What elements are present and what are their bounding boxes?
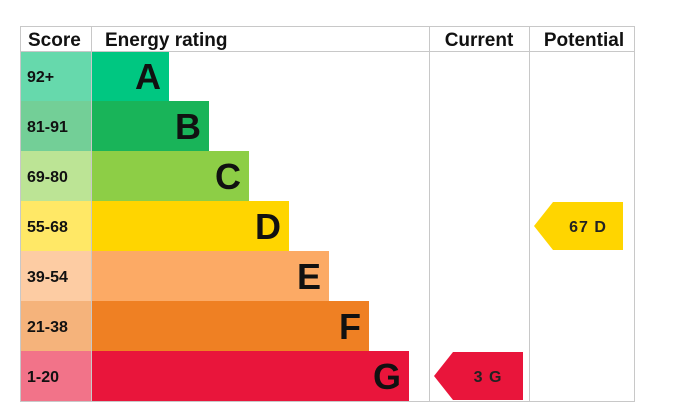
score-cell-b: [20, 101, 91, 151]
score-label-f: 21-38: [27, 319, 68, 336]
current-rating-arrow: [434, 352, 523, 400]
score-label-b: 81-91: [27, 119, 68, 136]
score-cell-d: [20, 201, 91, 251]
band-letter-g: G: [373, 356, 401, 397]
current-rating-label: 3 G: [474, 369, 503, 386]
score-label-a: 92+: [27, 69, 54, 86]
band-bar-e: [91, 251, 329, 301]
band-bar-g: [91, 351, 409, 401]
score-cell-e: [20, 251, 91, 301]
rating-markers: 3 G 67 D: [434, 202, 623, 400]
band-letter-b: B: [175, 106, 201, 147]
header-score: Score: [28, 30, 81, 51]
score-cell-g: [20, 351, 91, 401]
score-cell-c: [20, 151, 91, 201]
rating-bands: 92+ A 81-91 B 69-80 C 55-68 D 39-54 E 21-38 F 1-20 G: [20, 51, 409, 401]
band-bar-c: [91, 151, 249, 201]
band-bar-f: [91, 301, 369, 351]
header-energy-rating: Energy rating: [105, 30, 227, 51]
band-letter-f: F: [339, 306, 361, 347]
score-label-c: 69-80: [27, 169, 68, 186]
band-bar-a: [91, 51, 169, 101]
score-label-e: 39-54: [27, 269, 68, 286]
potential-rating-arrow: [534, 202, 623, 250]
score-cell-a: [20, 51, 91, 101]
header-potential: Potential: [544, 30, 624, 51]
band-letter-e: E: [297, 256, 321, 297]
band-letter-a: A: [135, 56, 161, 97]
score-label-d: 55-68: [27, 219, 68, 236]
band-letter-d: D: [255, 206, 281, 247]
band-letter-c: C: [215, 156, 241, 197]
header-current: Current: [445, 30, 514, 51]
band-bar-d: [91, 201, 289, 251]
potential-rating-label: 67 D: [569, 219, 607, 236]
score-label-g: 1-20: [27, 369, 59, 386]
score-cell-f: [20, 301, 91, 351]
table-grid: [20, 26, 635, 402]
band-bar-b: [91, 101, 209, 151]
